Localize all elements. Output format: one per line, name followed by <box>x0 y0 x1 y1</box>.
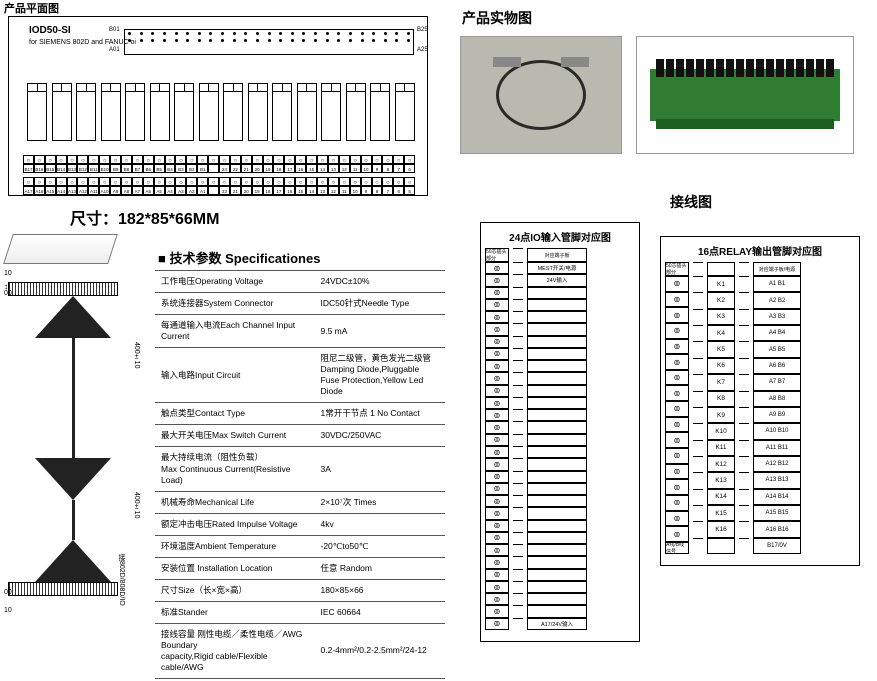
spec-key: 标准Stander <box>155 601 315 623</box>
spec-title: 技术参数 Specificationes <box>158 248 320 267</box>
spec-key: 环境温度Ambient Temperature <box>155 535 315 557</box>
spec-val: 2×10⁷次 Times <box>315 491 446 513</box>
spec-val: 阻尼二级管，黄色发光二级管 Damping Diode,Pluggable Fu… <box>315 348 446 403</box>
iso-view <box>3 234 118 264</box>
spec-key: 接线容量 刚性电缆／柔性电缆／AWG Boundary capacity,Rig… <box>155 623 315 678</box>
spec-key: 安装位置 Installation Location <box>155 557 315 579</box>
cable-harness-drawing: ↕ 10 00 400±10 400±10 10 00 接802D/808D/I… <box>8 282 138 602</box>
terminal-row-labels-1: B17B16B15B14B13B12B11B10B9B8B7B6B5B4B3B2… <box>23 164 415 173</box>
wd1-title: 24点IO输入管脚对应图 <box>485 229 635 244</box>
spec-key: 系统连接器System Connector <box>155 293 315 315</box>
terminal-row-labels-2: A17A16A15A14A13A12A11A10A9A8A7A6A5A4A3A2… <box>23 186 415 195</box>
spec-val: 9.5 mA <box>315 315 446 348</box>
spec-table: 工作电压Operating Voltage24VDC±10%系统连接器Syste… <box>155 270 445 679</box>
spec-val: 24VDC±10% <box>315 271 446 293</box>
wiring-diagram-io24: 24点IO输入管脚对应图 50芯插头部分 对应端子板MEST开关/电源24V输入… <box>480 222 640 642</box>
terminal-row-circles-1 <box>23 155 415 164</box>
section-title-plan: 产品平面图 <box>4 0 59 16</box>
model-label: IOD50-SI <box>29 25 71 36</box>
spec-key: 尺寸Size（长×宽×高） <box>155 579 315 601</box>
spec-val: -20℃to50℃ <box>315 535 446 557</box>
spec-val: 1常开干节点 1 No Contact <box>315 403 446 425</box>
wd2-title: 16点RELAY输出管脚对应图 <box>665 243 855 258</box>
spec-key: 额定冲击电压Rated Impulse Voltage <box>155 513 315 535</box>
spec-val: 0.2-4mm²/0.2-2.5mm²/24-12 <box>315 623 446 678</box>
product-photo-board <box>636 36 854 154</box>
spec-key: 触点类型Contact Type <box>155 403 315 425</box>
terminal-row-circles-2 <box>23 177 415 186</box>
spec-key: 最大持续电流（阻性负载） Max Continuous Current(Resi… <box>155 447 315 491</box>
board-icon <box>650 69 840 121</box>
conn-br: A25 <box>417 47 428 53</box>
spec-val: 3A <box>315 447 446 491</box>
side-drawings: ↕ 10 00 400±10 400±10 10 00 接802D/808D/I… <box>8 230 138 602</box>
section-title-wiring: 接线图 <box>670 192 712 212</box>
dimension-text: 尺寸：182*85*66MM <box>70 205 219 229</box>
wd2-right-col: 对应端子板/电源A1 B1A2 B2A3 B3A4 B4A5 B5A6 B6A7… <box>753 262 801 554</box>
spec-key: 工作电压Operating Voltage <box>155 271 315 293</box>
wd2-left-col: 50芯插头部分A线/B线信号 <box>665 262 689 554</box>
conn-tl: B01 <box>109 27 120 33</box>
spec-val: 180×85×66 <box>315 579 446 601</box>
wd2-mid-col: K1K2K3K4K5K6K7K8K9K10K11K12K13K14K15K16 <box>707 262 735 554</box>
relay-row <box>27 83 415 141</box>
product-photo-cable <box>460 36 622 154</box>
conn-bl: A01 <box>109 47 120 53</box>
spec-key: 最大开关电压Max Switch Current <box>155 425 315 447</box>
spec-val: 30VDC/250VAC <box>315 425 446 447</box>
spec-key: 机械寿命Mechanical Life <box>155 491 315 513</box>
wiring-diagram-relay16: 16点RELAY输出管脚对应图 50芯插头部分A线/B线信号 K1K2K3K4K… <box>660 236 860 566</box>
connector-strip <box>124 29 414 55</box>
spec-val: IEC 60664 <box>315 601 446 623</box>
spec-key: 输入电路Input Circuit <box>155 348 315 403</box>
spec-val: 4kv <box>315 513 446 535</box>
wd1-right-col: 对应端子板MEST开关/电源24V输入A17/24V输入 <box>527 248 587 630</box>
schematic-diagram: IOD50-SI for SIEMENS 802D and FANUC oi B… <box>8 16 428 196</box>
spec-val: IDC50针式Needle Type <box>315 293 446 315</box>
section-title-photo: 产品实物图 <box>462 8 532 28</box>
cable-icon <box>496 60 586 130</box>
wd1-left-col: 50芯插头部分 <box>485 248 509 630</box>
model-subtitle: for SIEMENS 802D and FANUC oi <box>29 39 136 46</box>
spec-val: 任意 Random <box>315 557 446 579</box>
conn-tr: B25 <box>417 27 428 33</box>
spec-key: 每通道输入电流Each Channel Input Current <box>155 315 315 348</box>
cable-note: 接802D/808D/IO <box>116 554 126 606</box>
